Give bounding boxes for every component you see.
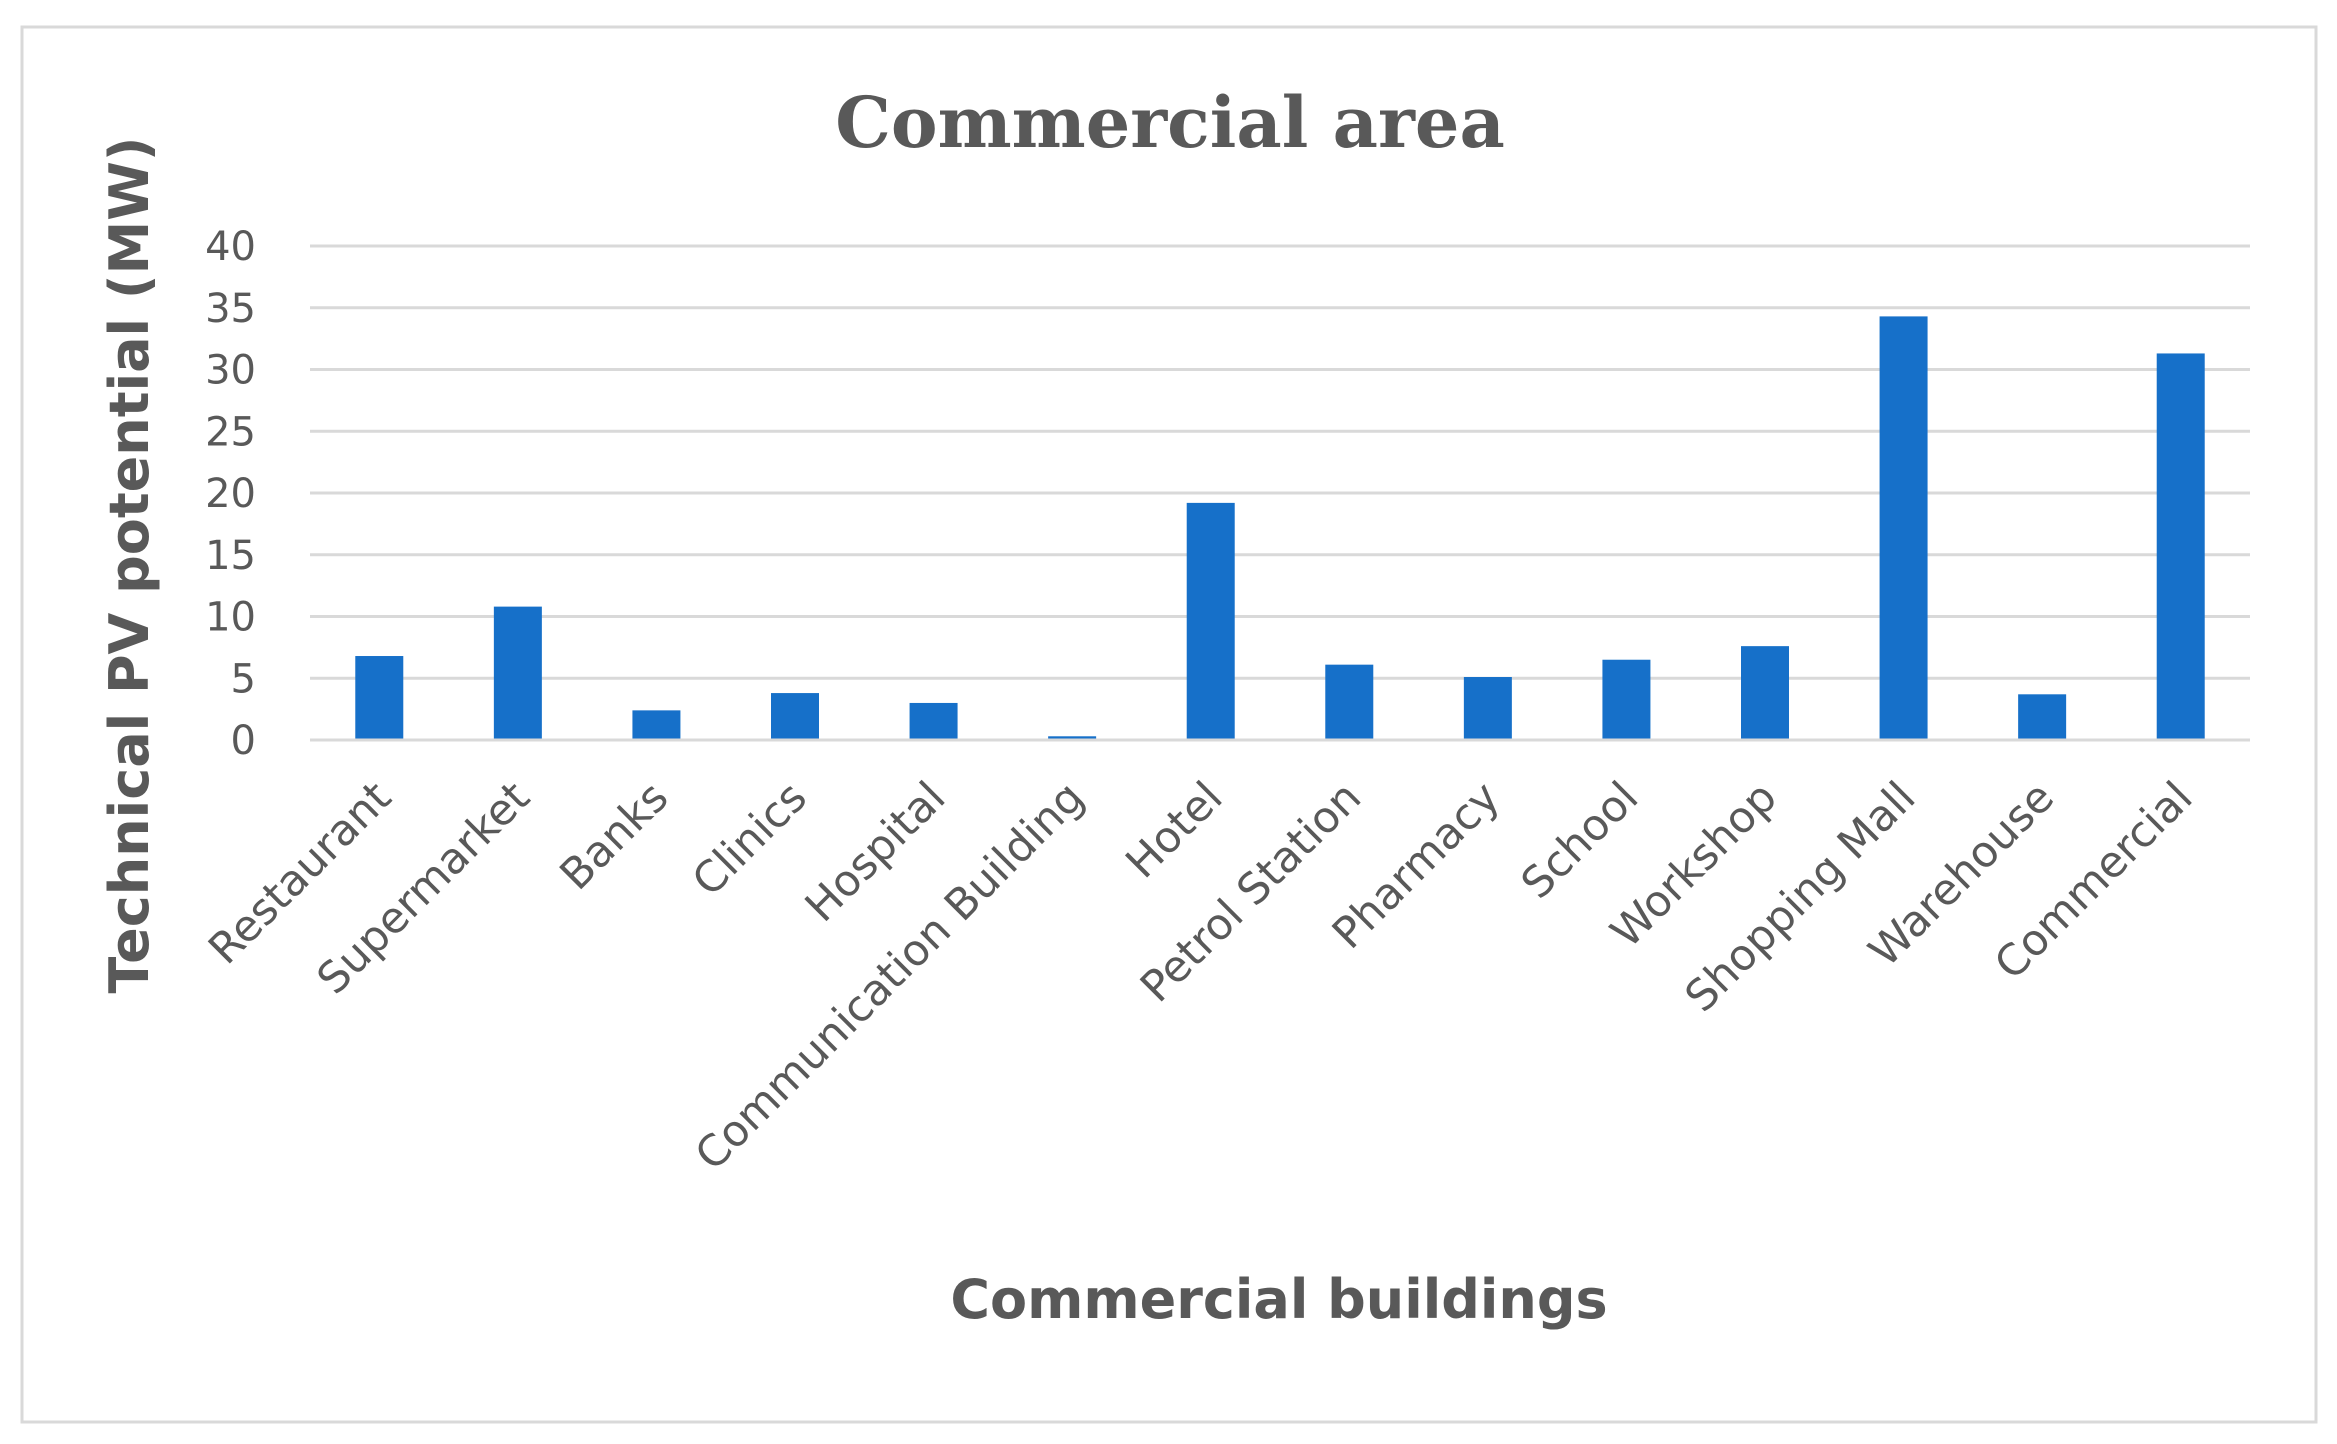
x-axis-title: Commercial buildings [950, 1268, 1607, 1331]
bars [355, 316, 2205, 740]
bar-petrol-station [1325, 664, 1374, 740]
y-tick-label: 15 [205, 533, 256, 579]
bar-clinics [771, 693, 819, 740]
y-axis-title: Technical PV potential (MW) [98, 137, 161, 994]
bar-workshop [1741, 646, 1789, 740]
bar-communication-building [1048, 736, 1097, 740]
bar-shopping-mall [1879, 316, 1928, 740]
bar-banks [632, 710, 681, 740]
chart-title: Commercial area [835, 81, 1505, 164]
y-tick-label: 30 [205, 348, 256, 394]
y-axis-ticks: 0 5 10 15 20 25 30 35 40 [205, 224, 256, 764]
y-tick-label: 10 [205, 595, 256, 641]
y-tick-label: 35 [205, 286, 256, 332]
y-tick-label: 25 [205, 409, 256, 455]
chart-frame [20, 25, 2318, 1424]
y-tick-label: 20 [205, 471, 256, 517]
y-tick-label: 40 [205, 224, 256, 270]
bar-warehouse [2018, 694, 2067, 740]
bar-restaurant [355, 656, 404, 740]
bar-hotel [1186, 502, 1235, 740]
bar-hospital [909, 702, 958, 740]
bar-commercial [2156, 353, 2205, 740]
bar-pharmacy [1463, 677, 1512, 740]
y-tick-label: 0 [231, 718, 256, 764]
bar-school [1602, 659, 1651, 740]
bar-supermarket [493, 606, 542, 740]
y-tick-label: 5 [231, 656, 256, 702]
